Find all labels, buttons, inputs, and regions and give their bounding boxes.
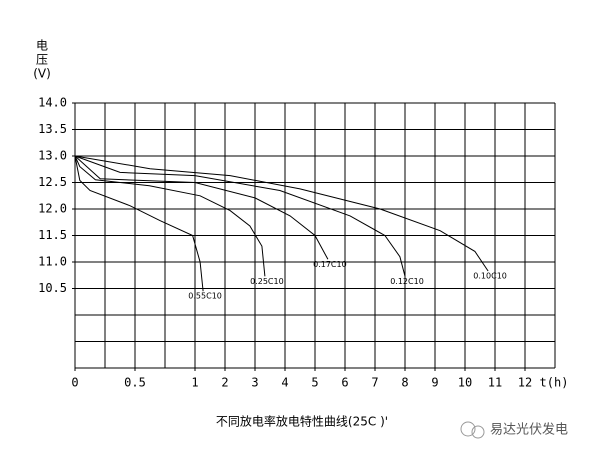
- x-tick-label: 2: [221, 376, 228, 390]
- x-tick-label: 3: [251, 376, 258, 390]
- y-axis-label: (V): [33, 67, 51, 81]
- series-label: 0.55C10: [188, 292, 222, 301]
- series-label: 0.10C10: [473, 272, 507, 281]
- x-tick-label: 6: [341, 376, 348, 390]
- series-line: [74, 155, 204, 292]
- series-line: [74, 155, 406, 277]
- x-tick-label: 1: [191, 376, 198, 390]
- x-tick-label: 9: [431, 376, 438, 390]
- watermark-icon: [460, 421, 485, 439]
- x-tick-label: 11: [488, 376, 502, 390]
- y-tick-label: 12.0: [38, 202, 67, 216]
- y-tick-label: 13.5: [38, 122, 67, 136]
- x-tick-label: 0: [71, 376, 78, 390]
- y-tick-label: 12.5: [38, 175, 67, 189]
- y-tick-label: 10.5: [38, 281, 67, 295]
- x-tick-label: 8: [401, 376, 408, 390]
- y-tick-label: 11.0: [38, 255, 67, 269]
- y-axis-label: 电: [36, 39, 48, 53]
- chart-caption: 不同放电率放电特性曲线(25C )': [216, 414, 388, 429]
- y-tick-label: 13.0: [38, 149, 67, 163]
- watermark: 易达光伏发电: [490, 422, 568, 438]
- x-tick-label: 5: [311, 376, 318, 390]
- series-line: [74, 155, 266, 277]
- series-line: [74, 155, 329, 260]
- x-tick-label: 7: [371, 376, 378, 390]
- y-tick-label: 11.5: [38, 228, 67, 242]
- x-axis-label: t(h): [540, 376, 569, 390]
- series-label: 0.12C10: [390, 277, 424, 286]
- x-tick-label: 0.5: [124, 376, 146, 390]
- y-tick-label: 14.0: [38, 96, 67, 110]
- x-tick-label: 4: [281, 376, 288, 390]
- series-label: 0.25C10: [250, 277, 284, 286]
- x-tick-label: 10: [458, 376, 472, 390]
- x-tick-label: 12: [518, 376, 532, 390]
- series-label: 0.17C10: [313, 260, 347, 269]
- series-line: [74, 155, 489, 272]
- y-axis-label: 压: [36, 53, 48, 67]
